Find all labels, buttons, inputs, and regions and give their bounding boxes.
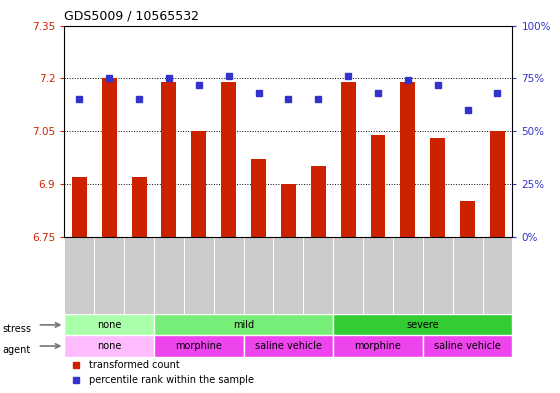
Bar	[460, 202, 475, 237]
Bar	[490, 131, 505, 237]
Bar	[132, 177, 147, 237]
Text: transformed count: transformed count	[89, 360, 180, 370]
Text: saline vehicle: saline vehicle	[255, 341, 322, 351]
Bar	[251, 159, 266, 237]
Text: mild: mild	[233, 320, 254, 330]
Text: morphine: morphine	[175, 341, 222, 351]
Text: severe: severe	[407, 320, 439, 330]
Bar	[311, 166, 326, 237]
Bar	[161, 82, 176, 237]
Text: percentile rank within the sample: percentile rank within the sample	[89, 375, 254, 386]
Bar	[72, 177, 87, 237]
Bar	[333, 314, 512, 336]
Bar	[371, 134, 385, 237]
Text: none: none	[97, 320, 122, 330]
Bar	[154, 336, 244, 356]
Text: stress: stress	[3, 324, 32, 334]
Bar	[281, 184, 296, 237]
Text: none: none	[97, 341, 122, 351]
Bar	[333, 336, 423, 356]
Bar	[340, 82, 356, 237]
Bar	[102, 78, 116, 237]
Text: saline vehicle: saline vehicle	[434, 341, 501, 351]
Bar	[244, 336, 333, 356]
Bar	[400, 82, 416, 237]
Text: agent: agent	[3, 345, 31, 355]
Text: morphine: morphine	[354, 341, 402, 351]
Bar	[430, 138, 445, 237]
Bar	[192, 131, 206, 237]
Text: GDS5009 / 10565532: GDS5009 / 10565532	[64, 10, 199, 23]
Bar	[64, 336, 154, 356]
Bar	[64, 314, 154, 336]
Bar	[221, 82, 236, 237]
Bar	[154, 314, 333, 336]
Bar	[423, 336, 512, 356]
